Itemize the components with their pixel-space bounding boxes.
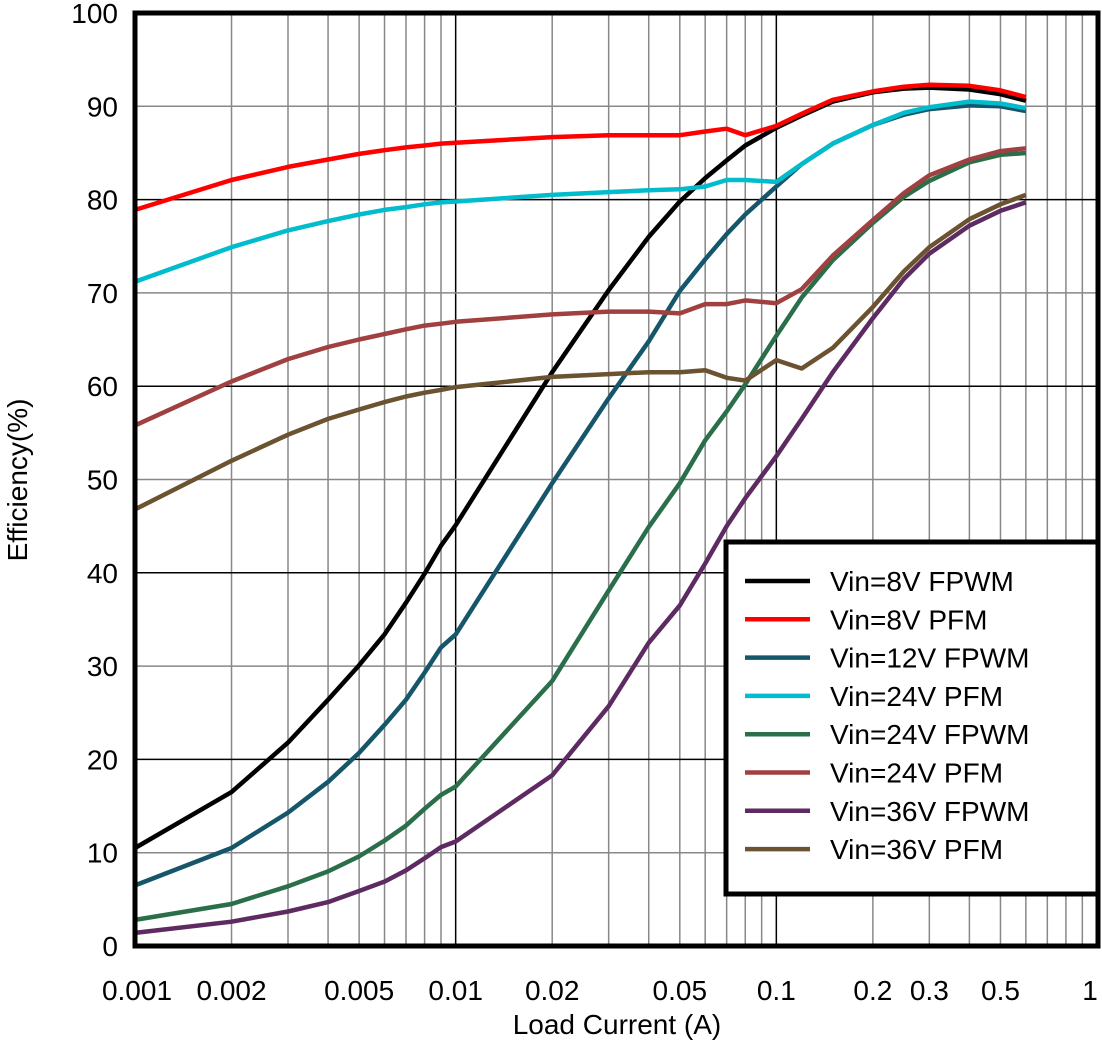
- y-tick-label: 70: [87, 278, 118, 309]
- x-axis-label: Load Current (A): [513, 1009, 722, 1040]
- series-line-7: [133, 192, 1027, 512]
- plot-border: [132, 10, 1101, 949]
- series-line-3: [134, 99, 1027, 284]
- series-line-1: [134, 82, 1027, 213]
- y-axis-label: Efficiency(%): [2, 399, 33, 562]
- legend-label: Vin=36V FPWM: [830, 796, 1029, 827]
- x-tick-label: 0.5: [981, 975, 1020, 1006]
- x-tick-label: 0.02: [525, 975, 580, 1006]
- y-tick-label: 90: [87, 91, 118, 122]
- x-tick-label: 1: [1082, 975, 1098, 1006]
- legend-label: Vin=24V FPWM: [830, 719, 1029, 750]
- legend-label: Vin=8V PFM: [830, 604, 987, 635]
- x-tick-labels: 0.001 0.002 0.005 0.01 0.02 0.05 0.1 0.2 0.3 0.5 1: [102, 975, 1098, 1006]
- y-tick-label: 30: [87, 651, 118, 682]
- x-tick-label: 0.001: [102, 975, 172, 1006]
- legend-box: [723, 539, 1101, 897]
- y-tick-label: 20: [87, 744, 118, 775]
- y-tick-label: 0: [102, 931, 118, 962]
- legend: Vin=8V FPWM Vin=8V PFM Vin=12V FPWM Vin=24V…: [723, 539, 1101, 897]
- y-tick-label: 50: [87, 465, 118, 496]
- y-tick-label: 100: [71, 0, 118, 29]
- x-tick-label: 0.005: [324, 975, 394, 1006]
- x-tick-label: 0.05: [653, 975, 708, 1006]
- series-line-6: [134, 200, 1027, 936]
- legend-label: Vin=36V PFM: [830, 834, 1003, 865]
- x-tick-label: 0.01: [428, 975, 483, 1006]
- legend-label: Vin=24V PFM: [830, 681, 1003, 712]
- series-line-4: [134, 150, 1027, 923]
- y-tick-label: 10: [87, 838, 118, 869]
- legend-label: Vin=24V PFM: [830, 758, 1003, 789]
- x-tick-label: 0.3: [910, 975, 949, 1006]
- x-tick-label: 0.002: [196, 975, 266, 1006]
- y-tick-label: 80: [87, 185, 118, 216]
- y-tick-label: 40: [87, 558, 118, 589]
- legend-label: Vin=8V FPWM: [830, 566, 1014, 597]
- series-lines: [133, 82, 1027, 936]
- x-tick-label: 0.2: [853, 975, 892, 1006]
- legend-label: Vin=12V FPWM: [830, 643, 1029, 674]
- y-tick-labels: 0 10 20 30 40 50 60 70 80 90 100: [71, 0, 118, 962]
- series-line-5: [134, 146, 1027, 428]
- x-tick-label: 0.1: [757, 975, 796, 1006]
- y-tick-label: 60: [87, 371, 118, 402]
